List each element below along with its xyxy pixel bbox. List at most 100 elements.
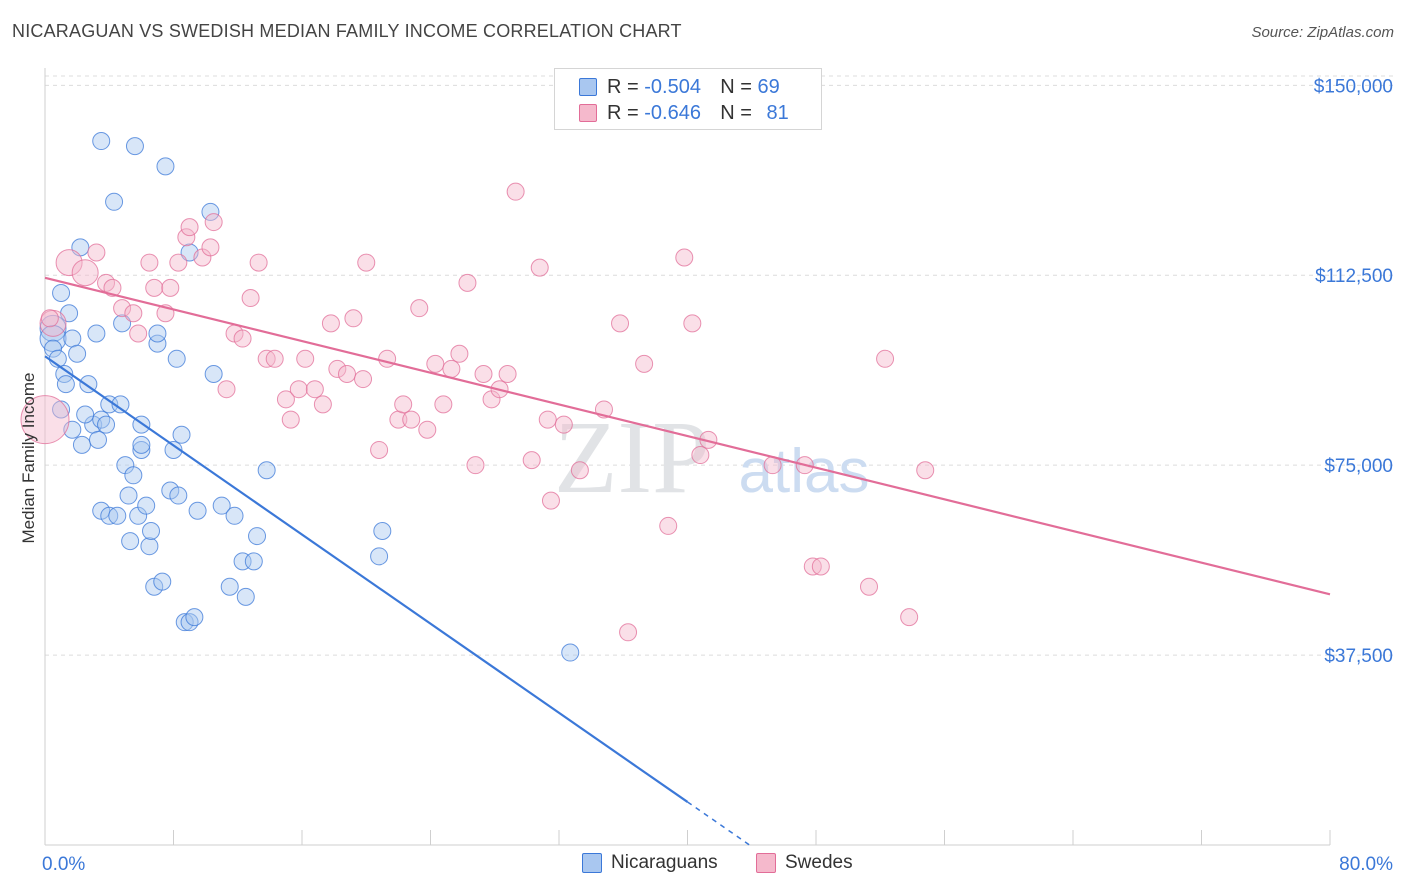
swede-point [659, 516, 678, 535]
y-tick-label: $37,500 [1324, 646, 1393, 667]
nicaraguan-point [140, 537, 159, 556]
nicaraguan-point [113, 314, 132, 333]
swede-point [177, 228, 196, 247]
nicaraguan-point [52, 283, 71, 302]
nicaraguans-n-value: 69 [757, 75, 780, 98]
watermark-atlas: atlas [739, 437, 870, 506]
swede-point [161, 278, 180, 297]
swede-point [140, 253, 159, 272]
nicaraguan-point [142, 522, 161, 540]
swede-point [313, 395, 332, 414]
swedes-trend-line [44, 276, 1331, 596]
nicaraguan-point [201, 202, 220, 221]
swede-point [249, 253, 268, 272]
swede-point [281, 410, 300, 429]
swede-point [217, 380, 236, 399]
nicaraguan-point [52, 400, 71, 419]
y-tick-label: $150,000 [1314, 76, 1393, 97]
swedes-legend-label: Swedes [785, 852, 853, 873]
nicaraguan-point [111, 395, 130, 414]
y-tick-label: $75,000 [1324, 456, 1393, 477]
swede-point [87, 243, 106, 262]
swede-point [305, 380, 324, 399]
nicaraguan-point [244, 552, 263, 571]
swede-point [201, 238, 220, 257]
nicaraguans-r-value: -0.504 [644, 75, 701, 98]
swede-point [124, 304, 143, 323]
swedes-r-value: -0.646 [644, 101, 701, 124]
nicaraguans-legend-swatch [582, 853, 602, 873]
nicaraguan-point [132, 440, 151, 459]
swedes-points [20, 182, 935, 642]
swedes-swatch [579, 104, 597, 122]
legend-item-nicaraguans[interactable]: Nicaraguans [582, 852, 718, 874]
swede-point [619, 623, 638, 642]
swede-point [635, 354, 654, 373]
swede-point [442, 359, 461, 378]
swede-point [233, 329, 252, 348]
nicaraguan-point [132, 435, 151, 454]
swede-point [289, 380, 308, 399]
nicaraguan-point [148, 334, 167, 353]
swede-point [354, 370, 373, 389]
nicaraguan-point [76, 405, 95, 424]
swede-point [522, 451, 541, 470]
legend-row-swedes: R = -0.646 N = 81 [579, 100, 789, 126]
swede-point [394, 395, 413, 414]
swede-point [276, 390, 295, 409]
swede-point [337, 365, 356, 383]
swede-point [811, 557, 830, 576]
nicaraguan-point [236, 587, 255, 606]
nicaraguan-point [63, 329, 82, 348]
swedes-legend-swatch [756, 853, 776, 873]
swede-point [410, 299, 429, 318]
stats-legend: R = -0.504 N = 69 R = -0.646 N = 81 [554, 68, 822, 130]
swede-point [530, 258, 549, 277]
nicaraguan-point [72, 435, 91, 454]
swede-point [466, 456, 485, 475]
swede-point [180, 218, 199, 237]
swede-point [458, 273, 477, 292]
trend-lines [44, 276, 1331, 848]
swede-point [55, 249, 83, 277]
swede-point [20, 395, 70, 445]
swede-point [860, 577, 879, 596]
swede-point [402, 410, 421, 429]
swede-point [321, 314, 340, 333]
nicaraguan-point [97, 415, 116, 434]
legend-row-nicaraguans: R = -0.504 N = 69 [579, 74, 780, 100]
nicaraguan-point [188, 501, 207, 520]
swede-point [541, 491, 560, 510]
nicaraguan-point [167, 349, 186, 368]
n-label: N = [720, 101, 752, 124]
swede-point [916, 461, 935, 480]
nicaraguan-point [185, 608, 204, 627]
nicaraguan-point [89, 430, 108, 449]
nicaraguan-point [87, 324, 106, 343]
swede-point [675, 248, 694, 267]
nicaraguan-point [56, 375, 75, 394]
swede-point [169, 253, 188, 272]
swedes-n-value: 81 [766, 101, 789, 124]
swede-point [498, 365, 517, 383]
nicaraguan-point [121, 532, 140, 551]
nicaraguan-point [257, 461, 276, 480]
swede-point [344, 309, 363, 328]
swede-point [378, 349, 397, 368]
swede-point [145, 278, 164, 297]
swede-point [296, 349, 315, 368]
nicaraguan-point [204, 365, 223, 383]
n-label: N = [720, 75, 752, 98]
legend-item-swedes[interactable]: Swedes [756, 852, 853, 874]
nicaraguan-point [105, 192, 124, 211]
nicaraguan-point [153, 572, 172, 591]
nicaraguan-point [373, 522, 392, 540]
y-tick-labels: $37,500 $75,000 $112,500 $150,000 [1314, 76, 1393, 667]
swede-point [103, 278, 122, 297]
nicaraguans-legend-label: Nicaraguans [611, 852, 718, 873]
nicaraguan-point [124, 466, 143, 485]
swede-point [370, 440, 389, 459]
nicaraguan-point [156, 157, 175, 176]
nicaraguan-point [92, 410, 111, 429]
